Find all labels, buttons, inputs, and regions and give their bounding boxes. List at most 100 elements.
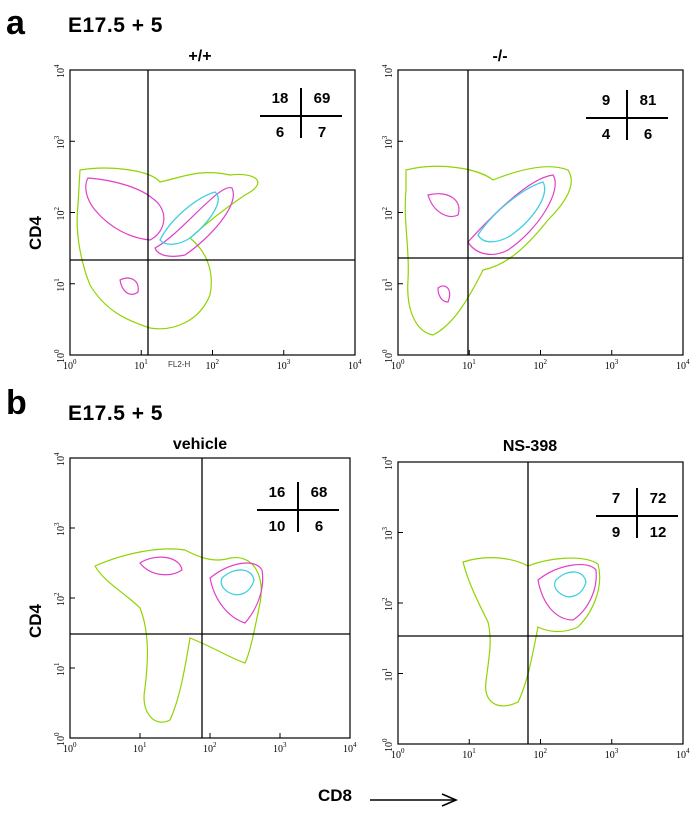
x-tick-exponent: 4 xyxy=(686,747,690,755)
quadrant-ur: 81 xyxy=(639,92,657,109)
y-tick-exponent: 4 xyxy=(53,452,61,456)
x-tick-label: 102 xyxy=(206,358,220,372)
y-tick-label: 103 xyxy=(381,135,395,149)
x-tick-exponent: 4 xyxy=(353,741,357,749)
y-tick-exponent: 2 xyxy=(53,592,61,596)
plot-title-ns398: NS-398 xyxy=(502,438,558,455)
y-tick-exponent: 0 xyxy=(381,349,389,353)
contour-inner xyxy=(220,569,255,596)
y-tick-exponent: 1 xyxy=(53,278,61,282)
quadrant-divider-v xyxy=(626,90,628,140)
quadrant-divider-h xyxy=(596,515,678,517)
y-tick-label: 102 xyxy=(381,207,395,221)
x-tick-label: 103 xyxy=(605,747,619,761)
condition-label-b: E17.5 + 5 xyxy=(68,402,163,425)
x-tick-label: 102 xyxy=(534,358,548,372)
x-axis-label: CD8 xyxy=(318,786,353,805)
flow-plot-ko: 100 100 101 101 102 102 103 103 104 104 9 81 4 6 xyxy=(381,64,690,372)
quadrant-table-ko: 9 81 4 6 xyxy=(582,84,672,148)
x-tick-label: 103 xyxy=(605,358,619,372)
y-tick-label: 101 xyxy=(53,662,67,676)
y-tick-label: 102 xyxy=(381,597,395,611)
y-tick-label: 104 xyxy=(53,64,67,78)
x-tick-exponent: 1 xyxy=(472,747,476,755)
y-tick-exponent: 0 xyxy=(53,349,61,353)
x-tick-exponent: 4 xyxy=(358,358,362,366)
channel-label: FL2-H xyxy=(168,360,191,369)
quadrant-ul: 18 xyxy=(271,90,289,107)
contour-middle xyxy=(85,177,234,295)
y-tick-exponent: 4 xyxy=(381,456,389,460)
quadrant-divider-v xyxy=(636,488,638,538)
quadrant-ll: 6 xyxy=(275,124,285,141)
quadrant-table-wt: 18 69 6 7 xyxy=(256,82,346,146)
x-tick-exponent: 2 xyxy=(544,747,548,755)
y-tick-exponent: 4 xyxy=(53,64,61,68)
x-tick-label: 104 xyxy=(676,358,690,372)
contour-outer xyxy=(94,548,262,723)
y-tick-label: 102 xyxy=(53,592,67,606)
flow-plot-ns398: 100 100 101 101 102 102 103 103 104 104 7 72 9 12 xyxy=(381,456,690,761)
y-axis-label-b: CD4 xyxy=(26,603,45,638)
y-tick-label: 102 xyxy=(53,207,67,221)
quadrant-ur: 69 xyxy=(313,90,331,107)
y-tick-exponent: 1 xyxy=(381,668,389,672)
x-tick-label: 102 xyxy=(534,747,548,761)
quadrant-ll: 4 xyxy=(601,126,611,143)
quadrant-lr: 6 xyxy=(643,126,653,143)
x-tick-label: 104 xyxy=(343,741,357,755)
contour-outer xyxy=(76,167,259,330)
y-tick-label: 104 xyxy=(381,456,395,470)
y-axis-label-a: CD4 xyxy=(26,215,45,250)
y-tick-exponent: 1 xyxy=(381,278,389,282)
panel-letter-a: a xyxy=(6,4,25,42)
x-tick-label: 103 xyxy=(273,741,287,755)
quadrant-lr: 7 xyxy=(317,124,327,141)
y-tick-exponent: 3 xyxy=(381,527,389,531)
y-tick-exponent: 3 xyxy=(53,522,61,526)
y-tick-label: 103 xyxy=(53,135,67,149)
y-tick-exponent: 4 xyxy=(381,64,389,68)
y-tick-exponent: 2 xyxy=(381,207,389,211)
x-tick-exponent: 1 xyxy=(144,358,148,366)
x-tick-exponent: 0 xyxy=(401,747,405,755)
x-tick-label: 101 xyxy=(462,747,476,761)
x-tick-exponent: 3 xyxy=(615,747,619,755)
quadrant-ul: 16 xyxy=(268,484,286,501)
y-tick-exponent: 0 xyxy=(53,732,61,736)
plot-title-vehicle: vehicle xyxy=(172,436,228,453)
x-tick-label: 101 xyxy=(133,741,147,755)
y-tick-label: 100 xyxy=(381,738,395,752)
contour-outer xyxy=(462,557,601,707)
x-tick-exponent: 3 xyxy=(283,741,287,749)
x-tick-label: 104 xyxy=(348,358,362,372)
quadrant-ll: 9 xyxy=(611,524,621,541)
plot-title-wt: +/+ xyxy=(188,48,212,65)
x-tick-exponent: 2 xyxy=(213,741,217,749)
quadrant-table-vehicle: 16 68 10 6 xyxy=(253,476,343,540)
x-tick-exponent: 0 xyxy=(401,358,405,366)
y-tick-label: 100 xyxy=(53,732,67,746)
y-tick-label: 101 xyxy=(53,278,67,292)
x-tick-exponent: 2 xyxy=(544,358,548,366)
quadrant-table-ns398: 7 72 9 12 xyxy=(592,482,682,546)
quadrant-ul: 7 xyxy=(611,490,621,507)
x-tick-exponent: 4 xyxy=(686,358,690,366)
y-tick-exponent: 3 xyxy=(381,135,389,139)
contour-inner xyxy=(159,191,219,245)
contour-inner xyxy=(477,181,546,243)
quadrant-divider-v xyxy=(297,482,299,532)
x-tick-exponent: 3 xyxy=(615,358,619,366)
quadrant-divider-h xyxy=(260,115,342,117)
y-tick-exponent: 2 xyxy=(381,597,389,601)
x-tick-label: 101 xyxy=(462,358,476,372)
y-tick-label: 101 xyxy=(381,278,395,292)
contour-outer xyxy=(404,165,572,336)
y-tick-exponent: 0 xyxy=(381,738,389,742)
quadrant-ul: 9 xyxy=(601,92,611,109)
quadrant-ll: 10 xyxy=(268,518,286,535)
quadrant-divider-h xyxy=(257,509,339,511)
quadrant-divider-h xyxy=(586,117,668,119)
y-tick-exponent: 1 xyxy=(53,662,61,666)
